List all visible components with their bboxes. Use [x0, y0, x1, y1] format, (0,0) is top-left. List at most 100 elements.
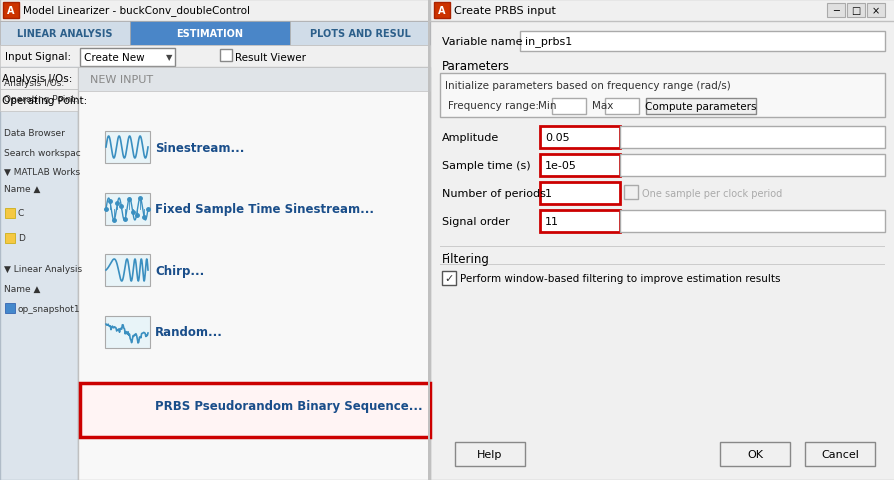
- Text: Analysis I/Os:: Analysis I/Os:: [2, 74, 72, 84]
- Text: Number of periods: Number of periods: [442, 189, 545, 199]
- Text: Create PRBS input: Create PRBS input: [453, 6, 555, 16]
- Bar: [620, 155, 884, 177]
- Bar: [105, 193, 150, 226]
- Bar: [78, 68, 429, 92]
- Bar: [846, 4, 864, 18]
- Text: Min: Min: [537, 101, 556, 111]
- Bar: [105, 390, 150, 422]
- Text: Compute parameters: Compute parameters: [645, 102, 756, 112]
- Text: LINEAR ANALYSIS: LINEAR ANALYSIS: [17, 29, 113, 39]
- Text: Create New: Create New: [84, 53, 145, 63]
- Bar: [620, 211, 884, 232]
- Bar: [434, 3, 450, 19]
- Text: Data Browser: Data Browser: [4, 129, 64, 138]
- Bar: [5, 303, 15, 313]
- Text: NEW INPUT: NEW INPUT: [90, 75, 153, 85]
- Text: Sample time (s): Sample time (s): [442, 161, 530, 171]
- Bar: [130, 22, 290, 46]
- Text: 1e-05: 1e-05: [544, 161, 577, 171]
- Text: 1: 1: [544, 189, 552, 199]
- Bar: [0, 68, 429, 90]
- Text: Name ▲: Name ▲: [4, 184, 40, 193]
- Bar: [78, 68, 429, 480]
- Text: Amplitude: Amplitude: [442, 133, 499, 143]
- Bar: [539, 155, 620, 177]
- Text: □: □: [850, 6, 860, 16]
- Text: 11: 11: [544, 216, 559, 227]
- Bar: [623, 186, 637, 200]
- Text: PRBS Pseudorandom Binary Sequence...: PRBS Pseudorandom Binary Sequence...: [155, 400, 422, 413]
- Text: ▼: ▼: [165, 53, 173, 62]
- Bar: [645, 99, 755, 115]
- Bar: [429, 0, 894, 22]
- Bar: [0, 68, 78, 480]
- Text: ─: ─: [832, 6, 838, 16]
- Bar: [804, 442, 874, 466]
- Text: Name ▲: Name ▲: [4, 284, 40, 293]
- Bar: [5, 209, 15, 218]
- Text: Initialize parameters based on frequency range (rad/s): Initialize parameters based on frequency…: [444, 81, 730, 91]
- Text: C: C: [18, 209, 24, 218]
- Bar: [454, 442, 525, 466]
- Text: A: A: [438, 6, 445, 16]
- Bar: [604, 99, 638, 115]
- Bar: [440, 247, 884, 248]
- Bar: [440, 264, 884, 265]
- Bar: [290, 22, 429, 46]
- Bar: [220, 50, 232, 62]
- Bar: [0, 0, 429, 480]
- Bar: [80, 383, 429, 437]
- Text: ×: ×: [871, 6, 879, 16]
- Bar: [105, 254, 150, 287]
- Text: Random...: Random...: [155, 326, 223, 339]
- Text: OK: OK: [746, 449, 763, 459]
- Bar: [719, 442, 789, 466]
- Bar: [0, 22, 130, 46]
- Text: One sample per clock period: One sample per clock period: [641, 189, 781, 199]
- Bar: [105, 316, 150, 348]
- Bar: [80, 49, 175, 67]
- Text: Input Signal:: Input Signal:: [5, 52, 71, 62]
- Text: PLOTS AND RESUL: PLOTS AND RESUL: [309, 29, 410, 39]
- Text: Max: Max: [591, 101, 612, 111]
- Bar: [0, 0, 429, 22]
- Bar: [440, 74, 884, 118]
- Text: Perform window-based filtering to improve estimation results: Perform window-based filtering to improv…: [460, 274, 780, 283]
- Bar: [866, 4, 884, 18]
- Text: Result Viewer: Result Viewer: [235, 53, 306, 63]
- Bar: [105, 132, 150, 164]
- Text: in_prbs1: in_prbs1: [525, 36, 571, 48]
- Bar: [427, 0, 429, 480]
- Text: Parameters: Parameters: [442, 60, 510, 73]
- Bar: [0, 90, 429, 112]
- Bar: [539, 211, 620, 232]
- Text: Frequency range:: Frequency range:: [448, 101, 538, 111]
- Text: op_snapshot1: op_snapshot1: [18, 304, 80, 313]
- Bar: [429, 0, 894, 480]
- Bar: [3, 3, 19, 19]
- Bar: [105, 390, 150, 422]
- Text: Model Linearizer - buckConv_doubleControl: Model Linearizer - buckConv_doubleContro…: [23, 6, 249, 16]
- Text: Search workspac: Search workspac: [4, 149, 80, 158]
- Text: Analysis I/Os:: Analysis I/Os:: [4, 79, 64, 88]
- Bar: [620, 127, 884, 149]
- Text: ▼ Linear Analysis: ▼ Linear Analysis: [4, 264, 82, 273]
- Bar: [552, 99, 586, 115]
- Text: Cancel: Cancel: [820, 449, 858, 459]
- Text: PRBS Pseudorandom Binary Sequence...: PRBS Pseudorandom Binary Sequence...: [155, 400, 422, 413]
- Bar: [539, 182, 620, 204]
- Text: A: A: [7, 6, 14, 16]
- Bar: [826, 4, 844, 18]
- Text: 0.05: 0.05: [544, 133, 569, 143]
- Bar: [0, 46, 429, 68]
- Text: Variable name: Variable name: [442, 37, 522, 47]
- Text: Signal order: Signal order: [442, 216, 510, 227]
- Text: Filtering: Filtering: [442, 253, 489, 266]
- Text: ESTIMATION: ESTIMATION: [176, 29, 243, 39]
- Text: Sinestream...: Sinestream...: [155, 141, 244, 154]
- Text: Operating Point:: Operating Point:: [4, 94, 78, 103]
- Bar: [442, 271, 455, 286]
- Text: ✓: ✓: [443, 274, 453, 283]
- Text: ▼ MATLAB Works: ▼ MATLAB Works: [4, 167, 80, 176]
- Bar: [539, 127, 620, 149]
